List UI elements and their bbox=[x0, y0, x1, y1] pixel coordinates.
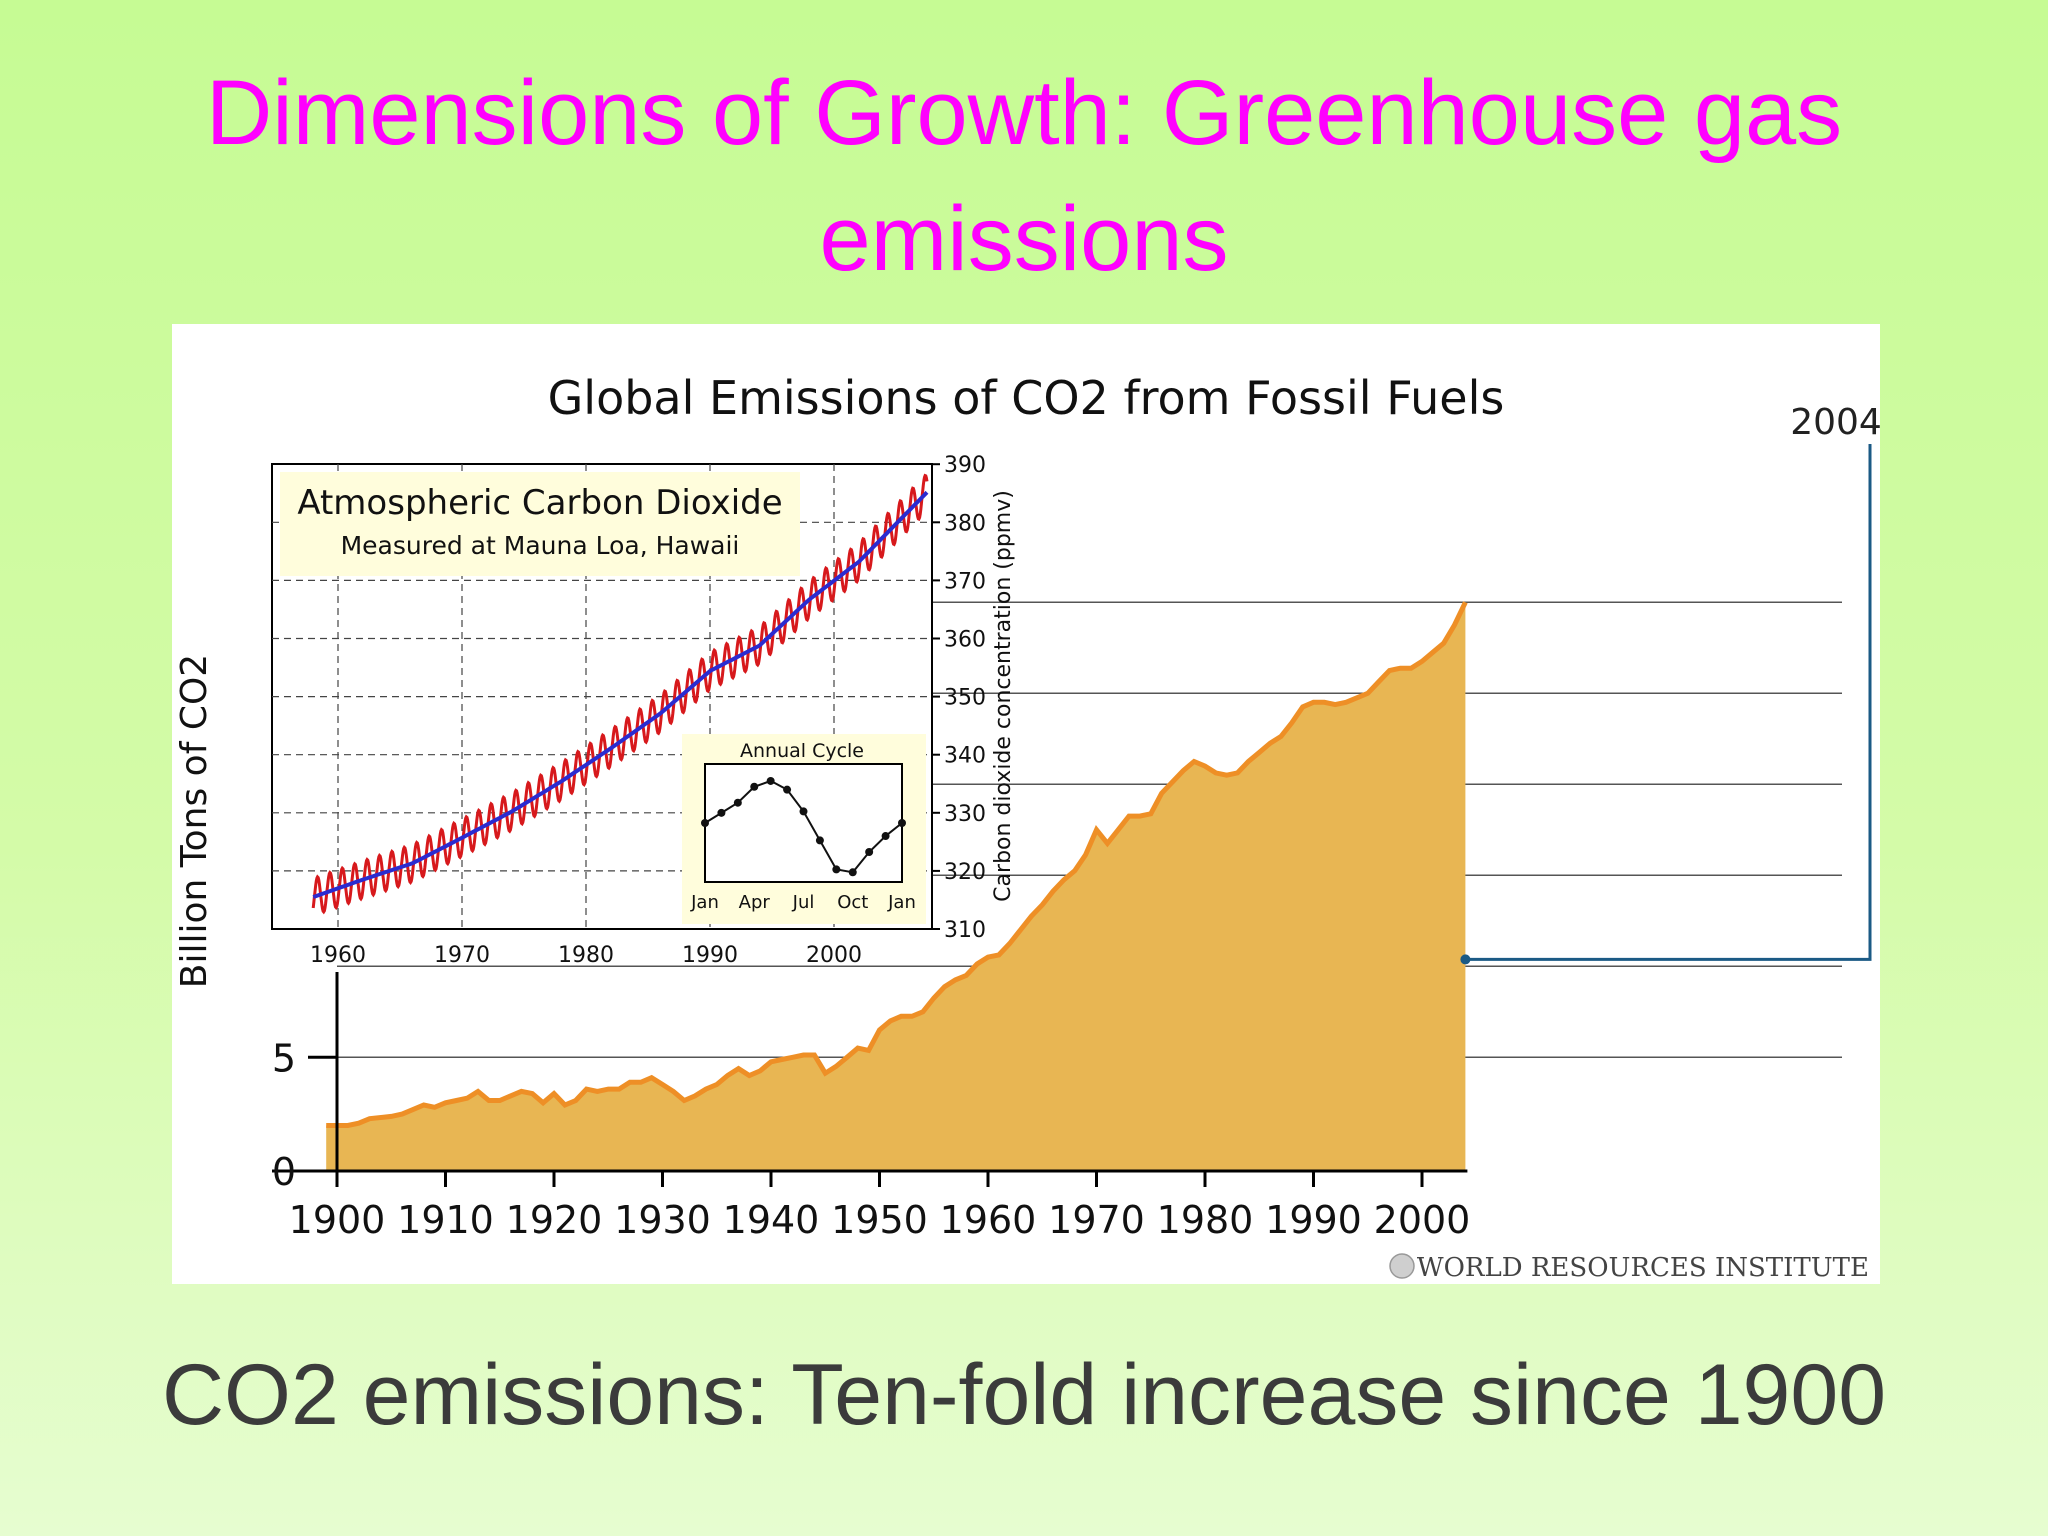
annual-cycle-point bbox=[815, 836, 824, 845]
annual-cycle-point bbox=[733, 798, 742, 807]
annual-cycle-point bbox=[832, 865, 841, 874]
x-tick-label: 2000 bbox=[806, 943, 862, 968]
mauna-loa-subtitle: Measured at Mauna Loa, Hawaii bbox=[341, 531, 740, 560]
y-tick-label: 340 bbox=[944, 744, 986, 769]
y-tick-label: 390 bbox=[944, 453, 986, 478]
annual-cycle-points bbox=[701, 776, 906, 877]
annual-cycle-point bbox=[783, 785, 792, 794]
mauna-loa-y-ticks: 310 320 330 340 350 360 370 380 390 bbox=[932, 453, 986, 943]
x-tick-label: 1970 bbox=[434, 943, 490, 968]
x-tick-label: 1950 bbox=[831, 1198, 928, 1242]
x-tick-label: 1990 bbox=[682, 943, 738, 968]
mauna-loa-title-box bbox=[280, 472, 800, 576]
mauna-loa-trend-line bbox=[312, 490, 929, 899]
x-tick-label: 1930 bbox=[614, 1198, 711, 1242]
source-credit: WORLD RESOURCES INSTITUTE bbox=[1417, 1253, 1869, 1283]
annual-cycle-point bbox=[766, 776, 775, 785]
callout-connector bbox=[1465, 444, 1872, 961]
annual-cycle-point bbox=[898, 819, 906, 827]
annual-cycle-title: Annual Cycle bbox=[740, 740, 864, 762]
mauna-loa-x-ticks: 1960 1970 1980 1990 2000 bbox=[310, 943, 862, 968]
x-tick-label: 1960 bbox=[310, 943, 366, 968]
slide-title: Dimensions of Growth: Greenhouse gas emi… bbox=[205, 62, 1843, 290]
x-tick-label: 1900 bbox=[289, 1198, 386, 1242]
y-tick-label: 360 bbox=[944, 628, 986, 653]
annual-cycle-point bbox=[881, 832, 890, 841]
x-tick-label: 1970 bbox=[1048, 1198, 1145, 1242]
x-tick-label: Oct bbox=[837, 892, 868, 913]
chart-title: Global Emissions of CO2 from Fossil Fuel… bbox=[548, 371, 1505, 425]
x-tick-label: 1910 bbox=[397, 1198, 494, 1242]
emissions-line bbox=[326, 601, 1468, 1128]
annual-cycle-inset: Annual Cycle Jan Apr Jul Oct Jan bbox=[682, 734, 926, 924]
mauna-loa-y-axis-label: Carbon dioxide concentration (ppmv) bbox=[991, 490, 1016, 902]
x-tick-label: 1920 bbox=[506, 1198, 603, 1242]
x-tick-label: 2000 bbox=[1374, 1198, 1471, 1242]
y-tick-label: 0 bbox=[272, 1150, 296, 1194]
annual-cycle-point bbox=[717, 808, 726, 817]
callout-marker bbox=[1460, 954, 1471, 965]
mauna-loa-title: Atmospheric Carbon Dioxide bbox=[297, 483, 782, 523]
y-tick-label: 5 bbox=[272, 1036, 296, 1080]
x-tick-label: Jan bbox=[690, 892, 719, 913]
x-tick-label: 1980 bbox=[558, 943, 614, 968]
annual-cycle-point bbox=[701, 819, 709, 827]
y-tick-label: 380 bbox=[944, 511, 986, 536]
wri-logo-icon bbox=[1389, 1253, 1415, 1279]
x-tick-label: 1940 bbox=[723, 1198, 820, 1242]
mauna-loa-seasonal-line bbox=[311, 473, 929, 915]
x-tick-label: Jan bbox=[887, 892, 916, 913]
mauna-loa-inset: Atmospheric Carbon Dioxide Measured at M… bbox=[271, 453, 1016, 968]
y-tick-label: 330 bbox=[944, 802, 986, 827]
emissions-area bbox=[326, 602, 1466, 1171]
y-tick-label: 350 bbox=[944, 686, 986, 711]
slide-caption: CO2 emissions: Ten-fold increase since 1… bbox=[161, 1347, 1887, 1443]
x-tick-label: 1980 bbox=[1157, 1198, 1254, 1242]
x-tick-label: Apr bbox=[739, 892, 771, 913]
annual-cycle-plot-area bbox=[704, 763, 903, 883]
x-tick-label: 1960 bbox=[940, 1198, 1037, 1242]
y-axis-ticks: 05 bbox=[272, 1036, 337, 1194]
annual-cycle-x-ticks: Jan Apr Jul Oct Jan bbox=[690, 892, 916, 913]
x-tick-label: Jul bbox=[792, 892, 815, 913]
y-tick-label: 310 bbox=[944, 918, 986, 943]
co2-chart-figure: Global Emissions of CO2 from Fossil Fuel… bbox=[174, 371, 1880, 1283]
y-tick-label: 320 bbox=[944, 860, 986, 885]
y-tick-label: 370 bbox=[944, 569, 986, 594]
callout-2004-label: 2004 bbox=[1790, 402, 1880, 443]
callout-2004 bbox=[1460, 444, 1872, 965]
annual-cycle-point bbox=[865, 848, 874, 856]
x-axis-ticks: 1900 1910 1920 1930 1940 1950 1960 1970 1980 1990… bbox=[289, 1171, 1471, 1242]
annual-cycle-point bbox=[848, 868, 857, 877]
x-tick-label: 1990 bbox=[1265, 1198, 1362, 1242]
annual-cycle-point bbox=[750, 782, 759, 791]
chart-panel: Global Emissions of CO2 from Fossil Fuel… bbox=[172, 324, 1880, 1284]
y-axis-label: Billion Tons of CO2 bbox=[174, 654, 215, 988]
annual-cycle-point bbox=[799, 807, 808, 816]
